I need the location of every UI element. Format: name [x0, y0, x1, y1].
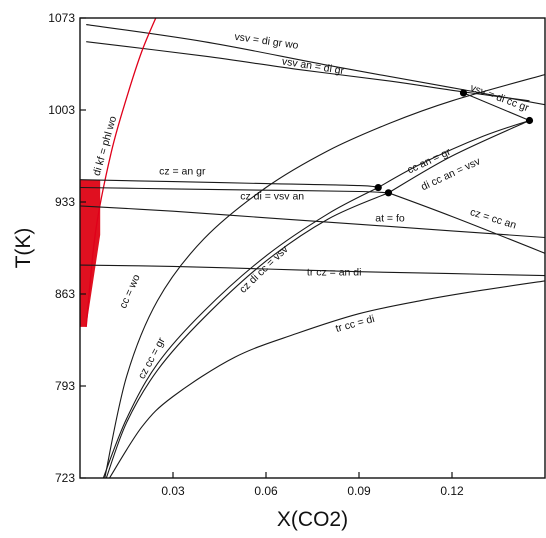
curve-label-tr-cc-di: tr cc = di	[334, 313, 376, 335]
curve-cz-cc-an	[388, 192, 545, 254]
curve-cz-an-gr	[80, 179, 379, 189]
invariant-point-4	[384, 189, 393, 197]
shaded-region	[80, 179, 101, 327]
curve-label-cz-cc-gr: cz cc = gr	[136, 335, 168, 381]
curve-label-cz-di-vsv-an: cz di = vsv an	[240, 190, 304, 202]
curves-group	[80, 18, 545, 478]
y-tick-label: 863	[55, 287, 75, 301]
x-tick-label: 0.06	[254, 484, 278, 498]
curve-label-cz-cc-an: cz = cc an	[469, 206, 518, 231]
x-tick-label: 0.12	[440, 484, 464, 498]
curve-tr-cz-an-di	[80, 264, 545, 277]
curve-label-tr-cz-an-di: tr cz = an di	[307, 267, 362, 279]
plot-frame	[79, 17, 546, 479]
curve-at-fo	[80, 205, 545, 239]
curve-cz-di-vsv-an	[80, 186, 389, 194]
invariant-point-1	[459, 89, 468, 97]
invariant-point-2	[525, 116, 534, 125]
curve-cz-cc-gr	[102, 187, 379, 478]
curve-label-cc-wo: cc = wo	[117, 272, 143, 310]
x-tick-label: 0.03	[161, 484, 185, 498]
y-tick-label: 933	[55, 195, 75, 209]
curve-vsv-di-gr-wo	[86, 24, 545, 106]
y-tick-label: 723	[55, 471, 75, 485]
curve-vsv-an-di-gr	[86, 41, 530, 102]
curve-label-vsv-an-di-gr: vsv an = di gr	[281, 55, 345, 77]
x-tick-label: 0.09	[347, 484, 371, 498]
curve-label-at-fo: at = fo	[375, 213, 405, 225]
y-tick-label: 1073	[48, 11, 75, 25]
y-axis-title: T(K)	[12, 228, 35, 269]
curve-vsv-di-cc-gr	[463, 92, 530, 122]
curve-cz-di-cc-vsv	[105, 192, 389, 478]
y-tick-label: 1003	[48, 103, 75, 117]
curve-di-cc-an-vsv	[388, 119, 530, 194]
y-tick-label: 793	[55, 379, 75, 393]
curve-cc-wo	[104, 73, 545, 478]
curve-label-di-kf-phl-wo: di kf = phl wo	[91, 115, 120, 178]
x-axis-title: X(CO2)	[277, 508, 348, 531]
curve-tr-cc-di	[109, 280, 545, 478]
curve-cc-an-gr	[377, 119, 530, 188]
invariant-point-3	[374, 183, 382, 192]
curve-di-kf-phl-wo	[85, 18, 157, 327]
curve-label-cz-an-gr: cz = an gr	[159, 165, 206, 177]
